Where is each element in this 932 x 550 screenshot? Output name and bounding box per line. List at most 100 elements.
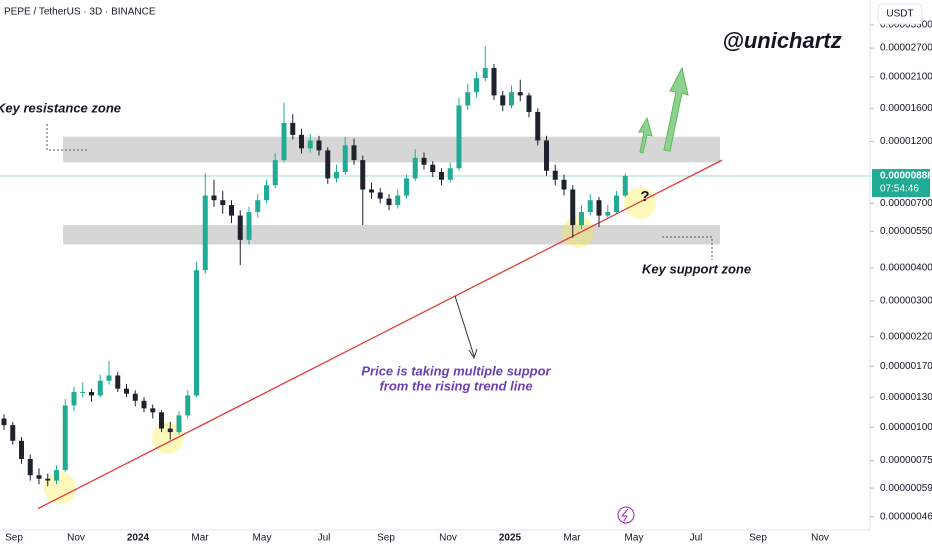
y-tick-label: 0.00000550 (880, 226, 932, 237)
candle-body (281, 122, 287, 161)
candle-body (202, 195, 208, 271)
candle-body (517, 92, 523, 96)
highlight (44, 472, 76, 504)
price-tag (872, 169, 930, 198)
candle-body (272, 160, 278, 186)
candle-body (474, 78, 479, 93)
x-tick-label: Nov (67, 533, 85, 544)
candle-body (579, 211, 584, 226)
zone-label: Key resistance zone (0, 100, 121, 115)
candle-body (395, 195, 401, 206)
candle-body (71, 391, 77, 406)
icon[interactable] (617, 506, 635, 524)
candle-body (237, 215, 243, 240)
candle-body (500, 95, 506, 106)
candle-body (36, 475, 42, 479)
candle-body (54, 470, 59, 481)
candle-body (106, 375, 112, 381)
annotation: from the rising trend line (379, 378, 532, 393)
candle-body (264, 185, 269, 201)
candle-body (167, 428, 173, 433)
candle-body (570, 189, 576, 226)
zone-label: Key support zone (642, 261, 751, 276)
candle-body (544, 140, 549, 171)
candle-body (465, 92, 471, 106)
annotation: Price is taking multiple suppor (361, 363, 551, 378)
candle-body (229, 205, 234, 216)
candle-body (185, 395, 191, 416)
y-tick-label: 0.00000075 (880, 455, 932, 466)
candle-body (360, 160, 366, 190)
highlight (624, 187, 656, 219)
candle-body (211, 195, 217, 201)
highlight (562, 216, 594, 248)
watermark: @unichartz (722, 28, 841, 53)
x-tick-label: May (253, 533, 272, 544)
y-tick-label: 0.00000170 (880, 361, 932, 372)
candle-body (150, 408, 156, 413)
x-tick-label: Sep (5, 533, 23, 544)
candle-body (194, 270, 199, 396)
candle-body (351, 145, 357, 161)
candle-body (404, 178, 409, 196)
pointer (454, 295, 475, 357)
x-tick-label: May (625, 533, 644, 544)
candle-body (27, 458, 33, 476)
y-tick-label: 0.00001600 (880, 103, 932, 114)
y-tick-label: 0.00000046 (880, 511, 932, 522)
zone (63, 225, 720, 245)
connector (662, 236, 713, 260)
candle-body (1, 418, 7, 426)
y-tick-label: 0.00003300 (880, 20, 932, 31)
candle-body (386, 198, 392, 206)
candle-body (535, 111, 541, 141)
y-tick-label: 0.00000100 (880, 422, 932, 433)
candle-body (421, 157, 427, 165)
x-tick-label: Mar (563, 533, 581, 544)
x-tick-label: Nov (439, 533, 457, 544)
plot: Key resistance zone Key support zone 0.000… (0, 20, 932, 544)
candle-body (325, 150, 331, 179)
candle-body (509, 92, 514, 106)
pointer-head (468, 348, 478, 360)
currency-label[interactable]: USDT (886, 9, 913, 20)
x-tick-label: 2024 (127, 533, 150, 544)
arrow (638, 116, 653, 154)
candle-body (316, 140, 322, 151)
chart-title: PEPE / TetherUS · 3D · BINANCE (4, 7, 156, 18)
y-tick-label: 0.00000400 (880, 262, 932, 273)
y-tick-label: 0.00002700 (880, 43, 932, 54)
price-tag-label: 0.00000888 (880, 171, 932, 182)
candle-body (132, 393, 138, 401)
candle-body (430, 164, 436, 172)
currency-button[interactable] (877, 3, 923, 25)
candle-body (447, 168, 453, 180)
candle-body (141, 400, 147, 409)
candle-body (526, 95, 532, 112)
candle-body (10, 425, 16, 441)
y-tick-label: 0.00000220 (880, 331, 932, 342)
y-tick-label: 0.00001200 (880, 136, 932, 147)
x-tick-label: Sep (377, 533, 395, 544)
candle-body (115, 375, 121, 389)
y-tick-label: 0.00000130 (880, 392, 932, 403)
y-tick-label: 0.00000059 (880, 483, 932, 494)
candle-body (334, 171, 339, 179)
arrow (663, 66, 689, 152)
candle-body (159, 412, 164, 429)
candle-body (552, 170, 558, 180)
candle-body (97, 380, 103, 396)
candle-body (124, 388, 129, 394)
connector (46, 124, 88, 151)
y-tick-label: 0.00000300 (880, 296, 932, 307)
candle-body (89, 391, 94, 396)
candle-body (45, 478, 51, 481)
candle-body (622, 176, 628, 196)
candle-body (307, 140, 313, 149)
icon-bolt (620, 508, 629, 522)
candle-body (482, 68, 488, 79)
y-tick-label: 0.00002100 (880, 72, 932, 83)
x-tick-label: Mar (191, 533, 209, 544)
candle-body (439, 171, 444, 180)
